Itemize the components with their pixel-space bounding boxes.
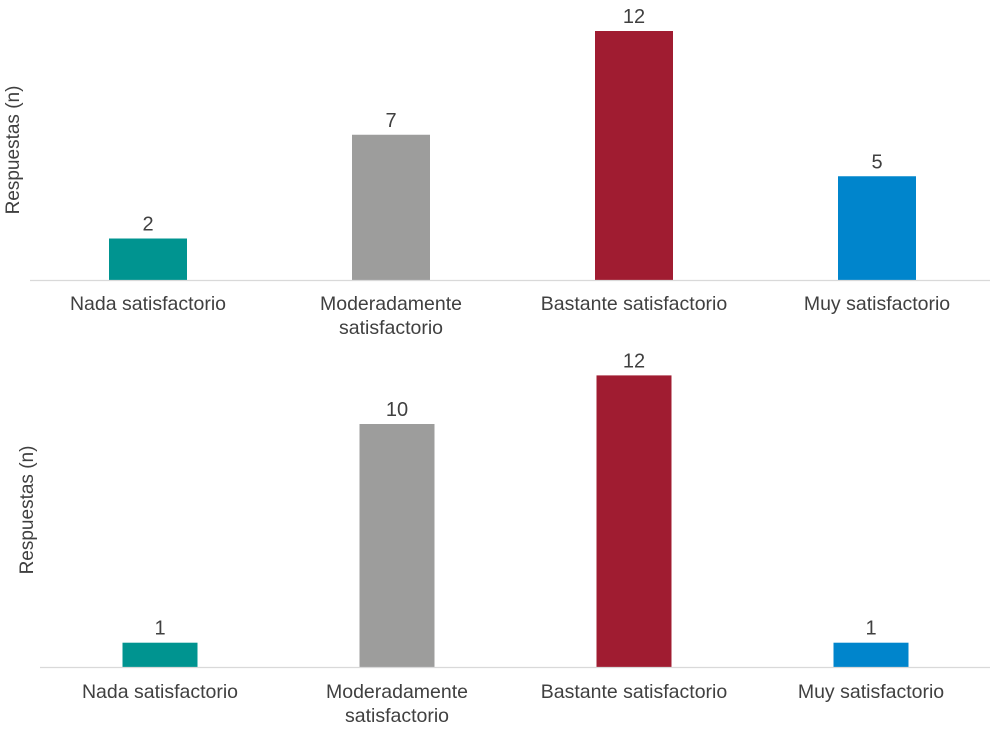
bar: [122, 642, 198, 667]
data-label: 1: [154, 618, 165, 640]
data-label: 12: [623, 350, 645, 372]
x-tick-label: Nada satisfactorio: [82, 681, 238, 703]
data-label: 1: [865, 618, 876, 640]
x-tick-label: Nada satisfactorio: [70, 293, 226, 315]
x-tick-label: Moderadamente satisfactorio: [320, 293, 462, 339]
bar: [833, 642, 909, 667]
chart-top: Respuestas (n) 2 Nada satisfactorio 7 Moder…: [3, 6, 990, 339]
y-axis-label: Respuestas (n): [17, 446, 38, 575]
bar: [595, 31, 673, 280]
x-tick-label: Bastante satisfactorio: [541, 681, 728, 703]
bar: [838, 176, 916, 280]
data-label: 2: [142, 214, 153, 236]
x-tick-label: Muy satisfactorio: [798, 681, 944, 703]
data-label: 12: [623, 6, 645, 28]
chart-bottom: Respuestas (n) 1 Nada satisfactorio 10 Mode…: [17, 350, 990, 727]
data-label: 7: [385, 110, 396, 132]
bar: [596, 375, 672, 667]
x-tick-label: Bastante satisfactorio: [541, 293, 728, 315]
data-label: 5: [871, 151, 882, 173]
data-label: 10: [386, 399, 408, 421]
bar: [109, 238, 187, 280]
x-tick-label: Moderadamente satisfactorio: [326, 681, 468, 727]
bar: [359, 424, 435, 667]
y-axis-label: Respuestas (n): [3, 86, 24, 215]
x-tick-label: Muy satisfactorio: [804, 293, 950, 315]
bar: [352, 134, 430, 280]
